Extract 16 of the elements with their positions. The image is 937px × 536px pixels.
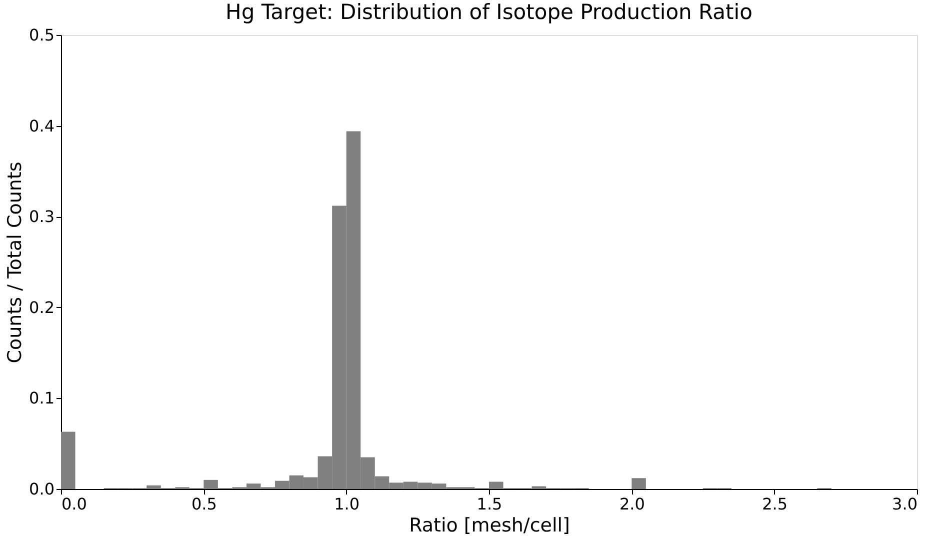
- y-tick-label: 0.1: [29, 388, 54, 408]
- x-tick-label: 0.5: [191, 494, 217, 514]
- x-tick-label: 0.0: [62, 494, 87, 514]
- x-tick-label: 2.0: [619, 494, 645, 514]
- y-tick-label: 0.4: [29, 116, 54, 136]
- y-tick-label: 0.3: [29, 207, 54, 226]
- y-axis-title: Counts / Total Counts: [4, 162, 26, 364]
- x-tick-label: 2.5: [762, 494, 788, 514]
- y-tick-label: 0.2: [29, 298, 54, 317]
- chart-title: Hg Target: Distribution of Isotope Production Ratio: [226, 0, 752, 24]
- x-axis-title: Ratio [mesh/cell]: [409, 514, 570, 536]
- x-tick-label: 1.5: [476, 494, 502, 514]
- y-tick-label: 0.0: [29, 480, 54, 498]
- x-tick-label: 1.0: [334, 494, 360, 514]
- x-tick-label: 3.0: [892, 494, 918, 514]
- y-tick-label: 0.5: [29, 26, 54, 44]
